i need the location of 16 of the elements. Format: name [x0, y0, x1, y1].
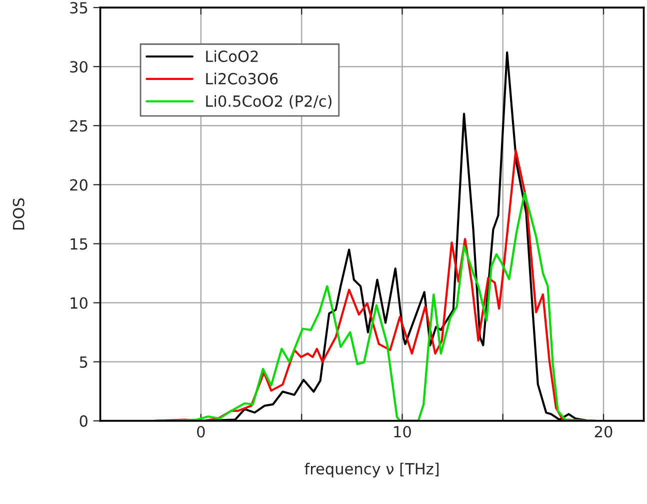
- y-tick-label: 30: [70, 61, 88, 73]
- x-tick-label: 10: [394, 426, 411, 438]
- y-tick-label: 25: [70, 120, 88, 132]
- y-tick-label: 0: [80, 415, 88, 427]
- y-tick-label: 5: [80, 356, 88, 368]
- y-tick-label: 20: [70, 179, 88, 191]
- y-axis-title: DOS: [12, 198, 24, 230]
- y-tick-label: 15: [70, 238, 88, 250]
- y-tick-label: 35: [70, 2, 88, 14]
- x-tick-label: 0: [197, 426, 205, 438]
- y-tick-label: 10: [70, 297, 88, 309]
- legend-label: Li2Co3O6: [206, 72, 278, 84]
- x-axis-title: frequency ν [THz]: [304, 462, 439, 478]
- x-tick-label: 20: [594, 426, 612, 438]
- legend-label: Li0.5CoO2 (P2/c): [206, 95, 332, 109]
- legend-label: LiCoO2: [206, 50, 258, 62]
